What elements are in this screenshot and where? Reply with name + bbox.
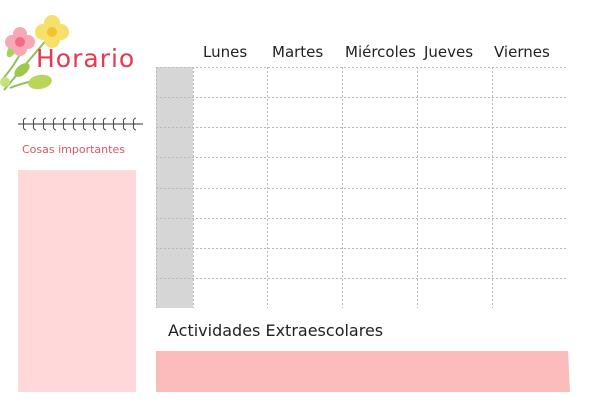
schedule-grid [156, 67, 568, 308]
time-column [156, 67, 193, 308]
activities-title: Actividades Extraescolares [168, 321, 384, 340]
day-header-thursday: Jueves [424, 43, 474, 61]
vine-divider-icon [18, 117, 143, 131]
day-header-wednesday: Miércoles [345, 43, 416, 61]
flower-bouquet-icon [0, 15, 69, 91]
day-header-tuesday: Martes [272, 43, 324, 61]
day-header-monday: Lunes [203, 43, 248, 61]
activities-box[interactable] [156, 351, 570, 392]
important-notes-label: Cosas importantes [22, 143, 125, 156]
day-header-friday: Viernes [494, 43, 550, 61]
page-title: Horario [36, 44, 136, 73]
important-notes-box[interactable] [18, 170, 136, 392]
